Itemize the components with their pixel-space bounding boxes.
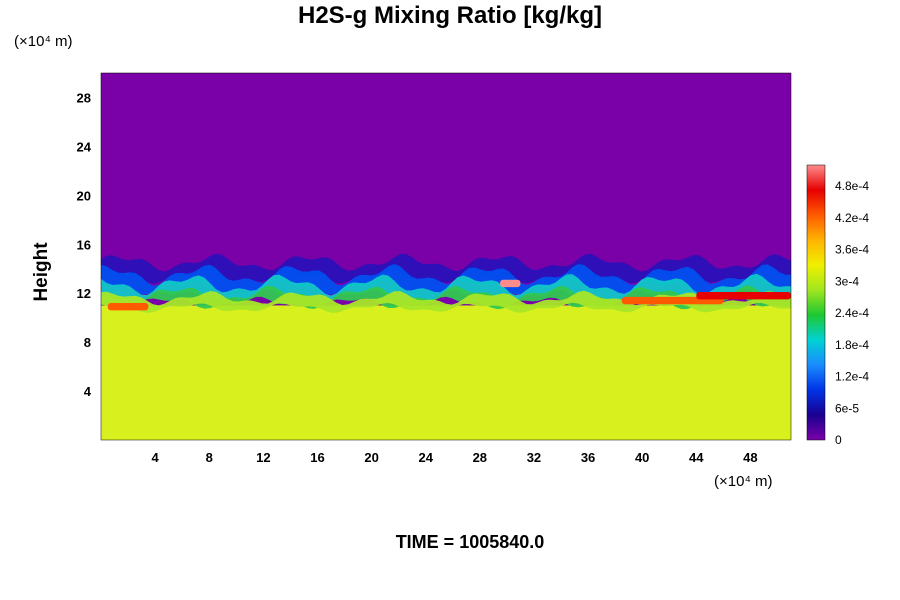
y-tick-label: 16 [77, 237, 91, 252]
x-tick-label: 44 [689, 450, 704, 465]
x-tick-label: 4 [152, 450, 160, 465]
x-tick-label: 24 [418, 450, 433, 465]
colorbar-tick-label: 3.6e-4 [835, 243, 869, 257]
x-tick-label: 40 [635, 450, 649, 465]
x-tick-label: 20 [364, 450, 378, 465]
interface-band [101, 290, 791, 313]
y-tick-label: 24 [77, 139, 92, 154]
lower-region [101, 305, 791, 440]
chart-title: H2S-g Mixing Ratio [kg/kg] [297, 2, 602, 29]
colorbar: 0 6e-5 1.2e-4 1.8e-4 2.4e-4 3e-4 3.6e-4 4.2e-4 4… [806, 164, 869, 447]
interface-band [101, 264, 791, 295]
y-tick-label: 28 [77, 90, 91, 105]
x-tick-label: 28 [473, 450, 487, 465]
x-tick-label: 16 [310, 450, 324, 465]
colorbar-tick-label: 3e-4 [835, 274, 859, 288]
colorbar-tick-label: 2.4e-4 [835, 306, 869, 320]
colorbar-tick-label: 1.2e-4 [835, 370, 869, 384]
x-tick-label: 8 [206, 450, 213, 465]
plot-frame [100, 72, 792, 441]
x-tick-label: 48 [743, 450, 757, 465]
colorbar-tick-label: 1.8e-4 [835, 338, 869, 352]
y-tick-label: 8 [84, 335, 91, 350]
colorbar-tick-label: 6e-5 [835, 401, 859, 415]
colorbar-tick-label: 0 [835, 433, 842, 447]
interface-band [101, 285, 791, 310]
heatmap-field [101, 73, 791, 440]
time-label: TIME = 1005840.0 [395, 532, 545, 552]
colorbar-gradient [806, 164, 826, 441]
x-tick-label: 12 [256, 450, 270, 465]
y-tick-label: 12 [77, 286, 91, 301]
interface-band [101, 273, 791, 305]
colorbar-tick-label: 4.2e-4 [835, 211, 869, 225]
colorbar-tick-label: 4.8e-4 [835, 179, 869, 193]
high-concentration-streak [696, 291, 791, 300]
y-axis-unit: (×10⁴ m) [14, 33, 73, 50]
y-tick-label: 20 [77, 188, 91, 203]
high-concentration-streak [500, 279, 521, 288]
x-tick-label: 32 [527, 450, 541, 465]
x-tick-label: 36 [581, 450, 595, 465]
y-tick-label: 4 [84, 384, 92, 399]
high-concentration-streak [107, 302, 149, 311]
x-axis-unit: (×10⁴ m) [714, 473, 773, 490]
